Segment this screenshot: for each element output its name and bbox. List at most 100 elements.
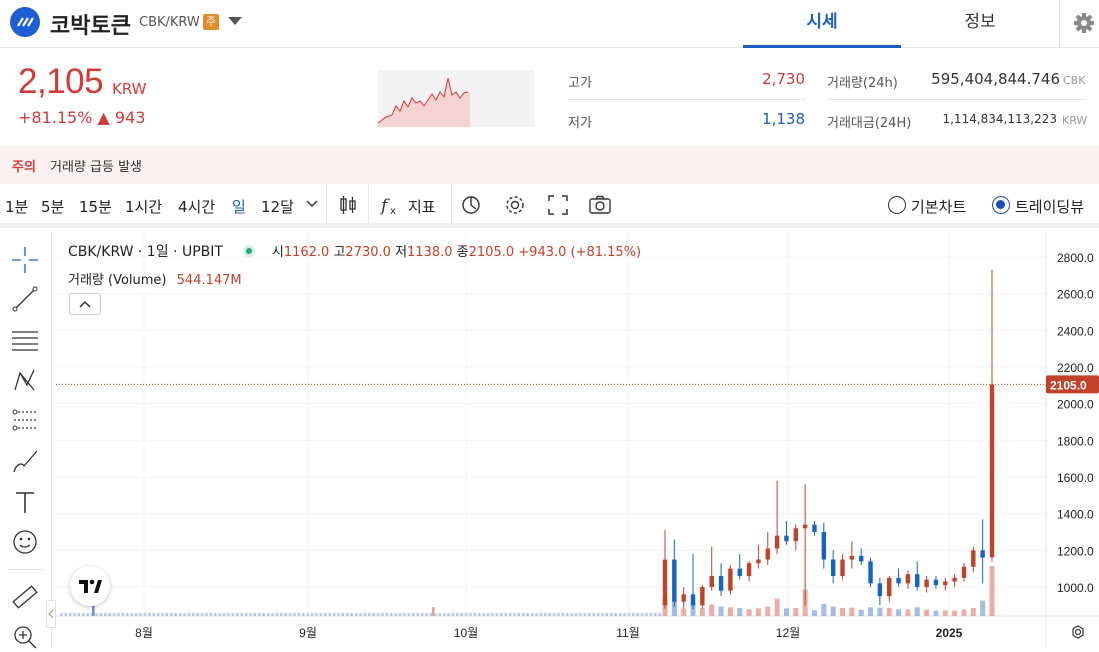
timeframe-15m[interactable]: 15분 <box>79 198 112 216</box>
volume-unit: CBK <box>1063 74 1086 87</box>
volume-bar <box>209 613 213 616</box>
volume-bar <box>649 613 653 616</box>
crosshair-icon[interactable] <box>10 245 40 275</box>
volume-bar <box>482 613 485 616</box>
timeframe-12mo[interactable]: 12달 <box>261 198 294 216</box>
divider <box>827 99 1087 100</box>
candle-body <box>849 555 855 560</box>
volume-bar <box>139 613 142 616</box>
volume-bar <box>174 613 177 616</box>
volume-bar <box>170 613 173 616</box>
volume-bar <box>530 613 534 616</box>
zoom-icon[interactable] <box>10 622 40 652</box>
settings-button[interactable] <box>1059 0 1099 48</box>
volume-bar <box>438 613 441 616</box>
timeframe-4h[interactable]: 4시간 <box>178 198 216 216</box>
volume-bar <box>914 607 920 616</box>
price-chart[interactable]: 2800.0 2600.0 2400.0 2200.0 2000.0 1800.0 1600… <box>56 232 1099 648</box>
pattern-icon[interactable] <box>10 365 40 395</box>
volume-bar <box>783 608 789 616</box>
volume-bar <box>601 613 604 616</box>
timeframe-1h[interactable]: 1시간 <box>125 198 163 216</box>
basic-chart-radio[interactable] <box>888 196 906 214</box>
brush-icon[interactable] <box>10 446 40 476</box>
indicators-icon[interactable]: f x <box>378 193 402 217</box>
basic-chart-label[interactable]: 기본차트 <box>911 198 967 216</box>
y-tick-label: 2600.0 <box>1057 288 1094 302</box>
volume-bar <box>240 613 243 616</box>
volume-bar <box>77 613 81 616</box>
high-label: 고 <box>333 245 346 260</box>
alert-icon[interactable] <box>460 193 484 217</box>
volume-bar <box>868 607 874 616</box>
collapse-legend-button[interactable] <box>69 293 101 315</box>
chart-toolbar: 1분 5분 15분 1시간 4시간 일 12달 f x 지표 기본차트 트레이딩… <box>0 184 1099 228</box>
candle-body <box>971 550 976 567</box>
tab-quote[interactable]: 시세 <box>743 0 901 48</box>
x-tick-label: 2025 <box>936 626 963 640</box>
y-tick-label: 2200.0 <box>1057 361 1094 375</box>
divider <box>326 184 327 223</box>
y-tick-label: 2000.0 <box>1057 398 1094 412</box>
tradingview-radio[interactable] <box>992 196 1010 214</box>
volume-bar <box>126 613 129 616</box>
volume-bar <box>645 613 648 616</box>
text-icon[interactable] <box>10 487 40 517</box>
notice-tag: 주의 <box>12 160 36 175</box>
horizontal-lines-icon[interactable] <box>10 325 40 355</box>
volume-bar <box>60 613 63 616</box>
candlestick-icon[interactable] <box>336 193 360 217</box>
candle-body <box>859 555 864 562</box>
volume-bar <box>727 607 733 616</box>
volume-bar <box>460 613 463 616</box>
indicators-button[interactable]: 지표 <box>408 198 436 216</box>
volume-bar <box>989 566 995 616</box>
fullscreen-icon[interactable] <box>546 193 570 217</box>
volume-bar <box>473 613 477 616</box>
volume-bar <box>310 613 314 616</box>
volume-bar <box>253 613 257 616</box>
chevron-down-icon[interactable] <box>228 17 242 25</box>
timeframe-1m[interactable]: 1분 <box>5 198 29 216</box>
tab-info[interactable]: 정보 <box>964 12 996 32</box>
amount-value: 1,114,834,113,223 <box>942 112 1057 126</box>
timeframe-1d[interactable]: 일 <box>232 198 246 216</box>
trend-line-icon[interactable] <box>10 284 40 314</box>
volume-label: 거래량 (Volume) <box>68 273 167 288</box>
volume-bar <box>64 613 67 616</box>
volume-bar <box>605 613 609 616</box>
volume-bar <box>508 613 512 616</box>
volume-bar <box>699 608 705 616</box>
volume-bar <box>354 613 358 616</box>
sidebar-collapse-button[interactable] <box>46 600 56 628</box>
tradingview-label[interactable]: 트레이딩뷰 <box>1015 198 1085 216</box>
volume-bar <box>640 613 644 616</box>
fib-icon[interactable] <box>10 405 40 435</box>
candle-body <box>746 563 752 576</box>
volume-bar <box>297 613 301 616</box>
candle-body <box>709 576 714 587</box>
volume-bar <box>690 602 696 616</box>
chevron-down-icon[interactable] <box>304 194 328 218</box>
camera-icon[interactable] <box>588 193 612 217</box>
candle-body <box>690 594 696 606</box>
volume-bar <box>324 613 327 616</box>
volume-bar <box>552 613 556 616</box>
timeframe-5m[interactable]: 5분 <box>41 198 65 216</box>
y-tick-label: 1600.0 <box>1057 471 1094 485</box>
volume-bar <box>961 609 967 616</box>
tradingview-logo[interactable] <box>70 566 110 606</box>
volume-bar <box>363 613 367 616</box>
volume-bar <box>407 613 411 616</box>
volume-bar <box>654 613 657 616</box>
volume-bar <box>583 613 587 616</box>
gear-icon[interactable] <box>503 193 527 217</box>
ruler-icon[interactable] <box>10 582 40 612</box>
emoji-icon[interactable] <box>10 527 40 557</box>
volume-bar <box>539 613 543 616</box>
coin-logo-icon <box>10 7 40 37</box>
volume-bar <box>596 613 600 616</box>
volume-bar <box>143 613 147 616</box>
gear-icon[interactable] <box>1068 622 1088 642</box>
divider <box>368 184 369 223</box>
